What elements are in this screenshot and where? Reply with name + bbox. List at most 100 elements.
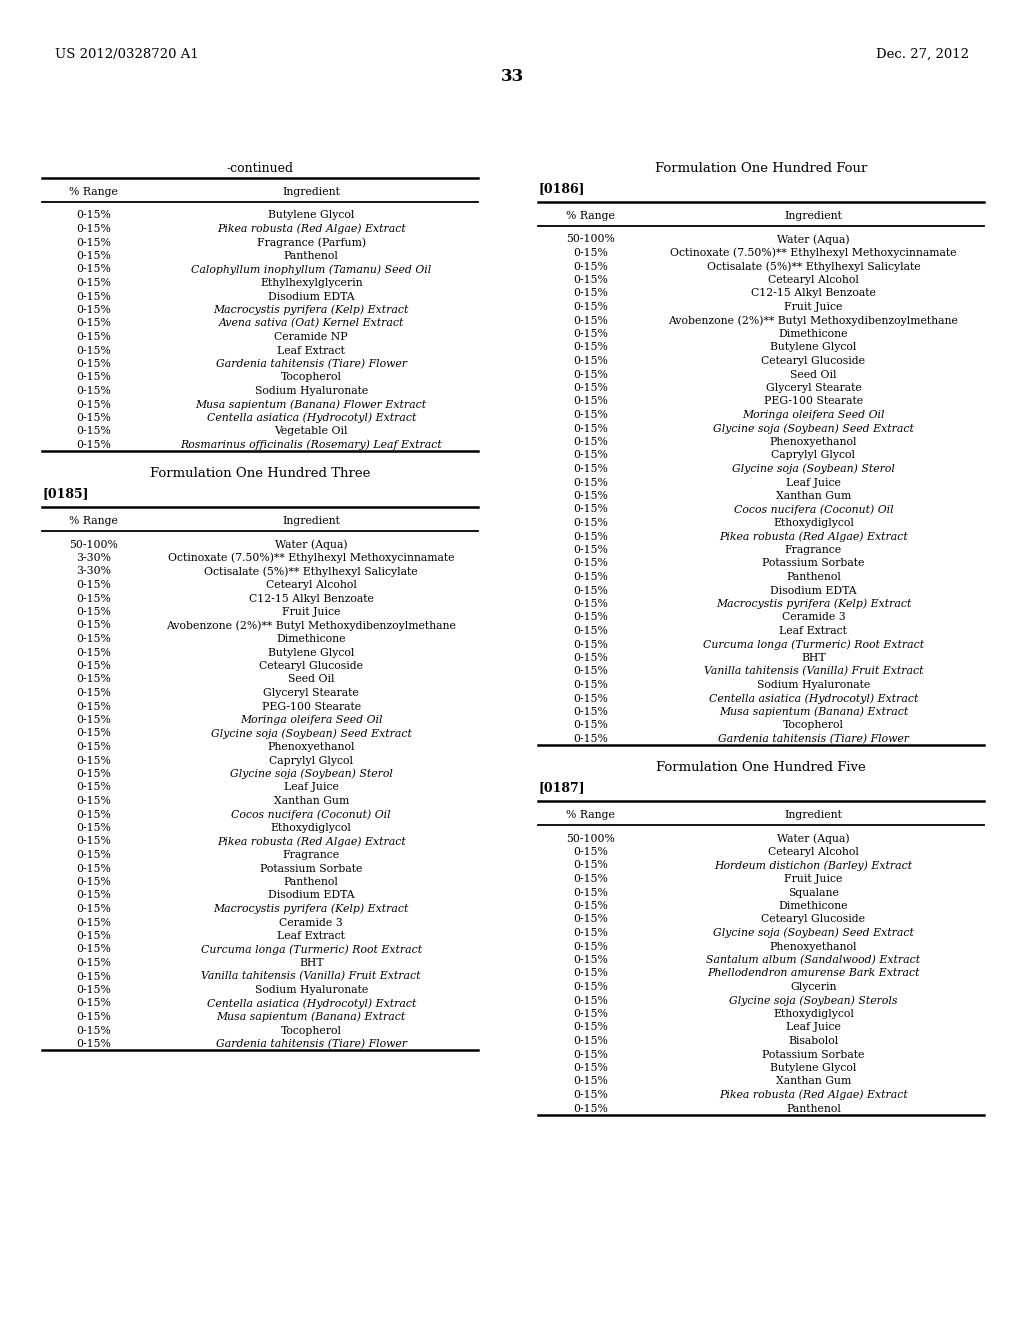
Text: 50-100%: 50-100% bbox=[566, 833, 614, 843]
Text: 0-15%: 0-15% bbox=[76, 264, 111, 275]
Text: Musa sapientum (Banana) Extract: Musa sapientum (Banana) Extract bbox=[719, 706, 908, 717]
Text: Phellodendron amurense Bark Extract: Phellodendron amurense Bark Extract bbox=[708, 969, 920, 978]
Text: 0-15%: 0-15% bbox=[76, 372, 111, 383]
Text: Fragrance: Fragrance bbox=[784, 545, 842, 554]
Text: Sodium Hyaluronate: Sodium Hyaluronate bbox=[255, 385, 368, 396]
Text: % Range: % Range bbox=[566, 810, 614, 820]
Text: C12-15 Alkyl Benzoate: C12-15 Alkyl Benzoate bbox=[249, 594, 374, 603]
Text: Gardenia tahitensis (Tiare) Flower: Gardenia tahitensis (Tiare) Flower bbox=[718, 734, 909, 744]
Text: 0-15%: 0-15% bbox=[573, 626, 608, 636]
Text: 0-15%: 0-15% bbox=[573, 995, 608, 1006]
Text: 0-15%: 0-15% bbox=[573, 289, 608, 298]
Text: 0-15%: 0-15% bbox=[573, 302, 608, 312]
Text: Squalane: Squalane bbox=[787, 887, 839, 898]
Text: 0-15%: 0-15% bbox=[573, 969, 608, 978]
Text: 0-15%: 0-15% bbox=[76, 440, 111, 450]
Text: Cetearyl Glucoside: Cetearyl Glucoside bbox=[259, 661, 364, 671]
Text: Musa sapientum (Banana) Extract: Musa sapientum (Banana) Extract bbox=[217, 1011, 406, 1022]
Text: 0-15%: 0-15% bbox=[573, 1063, 608, 1073]
Text: 0-15%: 0-15% bbox=[76, 985, 111, 995]
Text: 0-15%: 0-15% bbox=[76, 837, 111, 846]
Text: Formulation One Hundred Four: Formulation One Hundred Four bbox=[654, 162, 867, 176]
Text: 0-15%: 0-15% bbox=[76, 318, 111, 329]
Text: Glycine soja (Soybean) Seed Extract: Glycine soja (Soybean) Seed Extract bbox=[713, 928, 913, 939]
Text: 3-30%: 3-30% bbox=[76, 566, 111, 577]
Text: 0-15%: 0-15% bbox=[76, 904, 111, 913]
Text: Fruit Juice: Fruit Juice bbox=[282, 607, 340, 616]
Text: Dec. 27, 2012: Dec. 27, 2012 bbox=[876, 48, 969, 61]
Text: BHT: BHT bbox=[801, 653, 825, 663]
Text: Ethoxydiglycol: Ethoxydiglycol bbox=[270, 822, 351, 833]
Text: Fragrance (Parfum): Fragrance (Parfum) bbox=[257, 238, 366, 248]
Text: [0185]: [0185] bbox=[42, 487, 88, 500]
Text: Disodium EDTA: Disodium EDTA bbox=[770, 586, 857, 595]
Text: Tocopherol: Tocopherol bbox=[281, 1026, 342, 1035]
Text: 0-15%: 0-15% bbox=[573, 653, 608, 663]
Text: Moringa oleifera Seed Oil: Moringa oleifera Seed Oil bbox=[240, 715, 383, 725]
Text: Octisalate (5%)** Ethylhexyl Salicylate: Octisalate (5%)** Ethylhexyl Salicylate bbox=[707, 261, 921, 272]
Text: Xanthan Gum: Xanthan Gum bbox=[776, 1077, 851, 1086]
Text: 0-15%: 0-15% bbox=[573, 887, 608, 898]
Text: Phenoxyethanol: Phenoxyethanol bbox=[770, 437, 857, 447]
Text: Panthenol: Panthenol bbox=[284, 251, 339, 261]
Text: 0-15%: 0-15% bbox=[76, 305, 111, 315]
Text: 0-15%: 0-15% bbox=[573, 558, 608, 569]
Text: Gardenia tahitensis (Tiare) Flower: Gardenia tahitensis (Tiare) Flower bbox=[216, 359, 407, 370]
Text: Calophyllum inophyllum (Tamanu) Seed Oil: Calophyllum inophyllum (Tamanu) Seed Oil bbox=[191, 264, 431, 275]
Text: 0-15%: 0-15% bbox=[76, 701, 111, 711]
Text: 0-15%: 0-15% bbox=[573, 612, 608, 623]
Text: 0-15%: 0-15% bbox=[573, 915, 608, 924]
Text: Avobenzone (2%)** Butyl Methoxydibenzoylmethane: Avobenzone (2%)** Butyl Methoxydibenzoyl… bbox=[166, 620, 456, 631]
Text: 0-15%: 0-15% bbox=[76, 607, 111, 616]
Text: -continued: -continued bbox=[226, 162, 294, 176]
Text: Macrocystis pyrifera (Kelp) Extract: Macrocystis pyrifera (Kelp) Extract bbox=[716, 599, 911, 610]
Text: 0-15%: 0-15% bbox=[573, 396, 608, 407]
Text: 0-15%: 0-15% bbox=[573, 1023, 608, 1032]
Text: Sodium Hyaluronate: Sodium Hyaluronate bbox=[255, 985, 368, 995]
Text: Ceramide 3: Ceramide 3 bbox=[781, 612, 845, 623]
Text: 0-15%: 0-15% bbox=[76, 822, 111, 833]
Text: Dimethicone: Dimethicone bbox=[778, 902, 848, 911]
Text: 0-15%: 0-15% bbox=[573, 874, 608, 884]
Text: 0-15%: 0-15% bbox=[573, 680, 608, 690]
Text: 0-15%: 0-15% bbox=[76, 931, 111, 941]
Text: Curcuma longa (Turmeric) Root Extract: Curcuma longa (Turmeric) Root Extract bbox=[201, 944, 422, 954]
Text: Leaf Juice: Leaf Juice bbox=[786, 478, 841, 487]
Text: 0-15%: 0-15% bbox=[76, 891, 111, 900]
Text: 0-15%: 0-15% bbox=[76, 292, 111, 301]
Text: Glycerin: Glycerin bbox=[791, 982, 837, 993]
Text: Caprylyl Glycol: Caprylyl Glycol bbox=[771, 450, 855, 461]
Text: 0-15%: 0-15% bbox=[573, 465, 608, 474]
Text: 0-15%: 0-15% bbox=[76, 648, 111, 657]
Text: Disodium EDTA: Disodium EDTA bbox=[268, 891, 354, 900]
Text: Leaf Extract: Leaf Extract bbox=[278, 931, 345, 941]
Text: 0-15%: 0-15% bbox=[573, 639, 608, 649]
Text: 0-15%: 0-15% bbox=[573, 383, 608, 393]
Text: Glycine soja (Soybean) Seed Extract: Glycine soja (Soybean) Seed Extract bbox=[211, 729, 412, 739]
Text: 0-15%: 0-15% bbox=[76, 426, 111, 437]
Text: Water (Aqua): Water (Aqua) bbox=[274, 539, 347, 550]
Text: Ingredient: Ingredient bbox=[283, 516, 340, 525]
Text: Leaf Extract: Leaf Extract bbox=[779, 626, 847, 636]
Text: 0-15%: 0-15% bbox=[76, 809, 111, 820]
Text: 0-15%: 0-15% bbox=[573, 941, 608, 952]
Text: C12-15 Alkyl Benzoate: C12-15 Alkyl Benzoate bbox=[751, 289, 876, 298]
Text: 0-15%: 0-15% bbox=[76, 876, 111, 887]
Text: 0-15%: 0-15% bbox=[573, 329, 608, 339]
Text: Avobenzone (2%)** Butyl Methoxydibenzoylmethane: Avobenzone (2%)** Butyl Methoxydibenzoyl… bbox=[669, 315, 958, 326]
Text: Xanthan Gum: Xanthan Gum bbox=[776, 491, 851, 502]
Text: Xanthan Gum: Xanthan Gum bbox=[273, 796, 349, 807]
Text: Cetearyl Glucoside: Cetearyl Glucoside bbox=[762, 356, 865, 366]
Text: 0-15%: 0-15% bbox=[76, 1026, 111, 1035]
Text: Dimethicone: Dimethicone bbox=[778, 329, 848, 339]
Text: Ingredient: Ingredient bbox=[784, 810, 843, 820]
Text: Vegetable Oil: Vegetable Oil bbox=[274, 426, 348, 437]
Text: 0-15%: 0-15% bbox=[76, 385, 111, 396]
Text: Glycine soja (Soybean) Seed Extract: Glycine soja (Soybean) Seed Extract bbox=[713, 424, 913, 434]
Text: Glyceryl Stearate: Glyceryl Stearate bbox=[766, 383, 861, 393]
Text: Seed Oil: Seed Oil bbox=[791, 370, 837, 380]
Text: 0-15%: 0-15% bbox=[573, 261, 608, 272]
Text: 0-15%: 0-15% bbox=[76, 400, 111, 409]
Text: Pikea robusta (Red Algae) Extract: Pikea robusta (Red Algae) Extract bbox=[719, 1090, 908, 1101]
Text: Water (Aqua): Water (Aqua) bbox=[777, 234, 850, 244]
